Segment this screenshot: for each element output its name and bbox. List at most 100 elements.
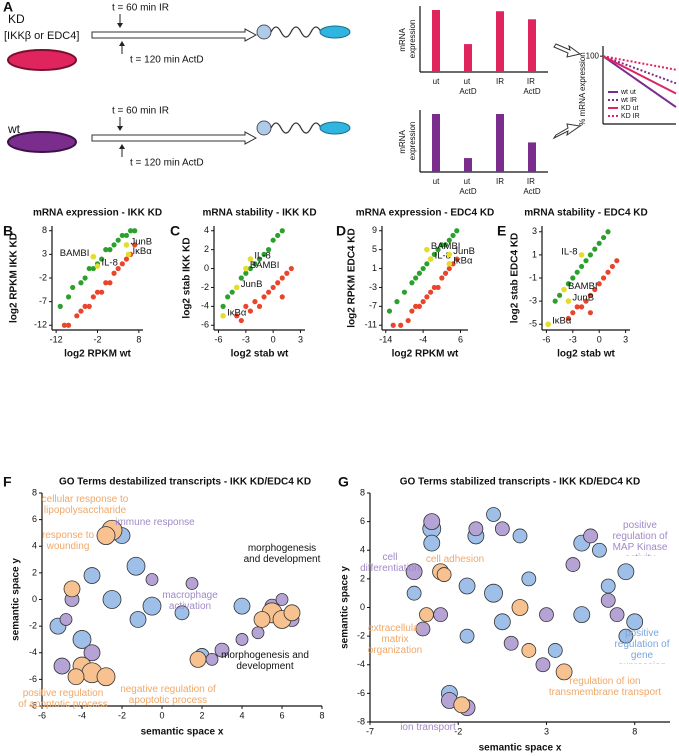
bubble: [453, 696, 471, 714]
bubble: [214, 642, 230, 658]
panel-title: mRNA expression - EDC4 KD: [356, 208, 495, 219]
point: [565, 315, 572, 322]
highlight-point: [247, 256, 254, 262]
point: [65, 322, 72, 328]
point: [587, 292, 594, 298]
series-line: [602, 55, 677, 95]
x-tick-label: -6: [38, 710, 46, 720]
bubble: [459, 628, 475, 644]
series-line: [602, 55, 677, 85]
annotation-box: response to wounding: [42, 530, 94, 552]
x-tick-label: 3: [623, 334, 628, 344]
bubble: [205, 653, 219, 666]
point: [424, 294, 430, 300]
x-axis-label: log2 RPKM wt: [392, 349, 459, 360]
point: [111, 242, 117, 248]
point: [252, 299, 258, 305]
point: [401, 289, 408, 295]
dish-kd: [7, 49, 77, 71]
x-tick-label: 0: [159, 710, 164, 720]
bubble: [235, 633, 249, 646]
gene-label: IL-8: [435, 251, 451, 262]
series-line: [602, 55, 677, 108]
point: [439, 275, 445, 281]
point: [420, 265, 426, 272]
point: [261, 251, 267, 257]
point: [275, 232, 281, 239]
y-tick-label: -8: [357, 716, 365, 726]
point: [132, 242, 138, 248]
annotation-box: regulation of ion transmembrane transpor…: [549, 676, 661, 698]
point: [78, 280, 84, 286]
category-label: ut: [433, 77, 440, 86]
y-tick-label: -6: [29, 674, 37, 684]
point: [442, 242, 449, 248]
x-tick-label: 0: [597, 334, 602, 344]
point: [557, 292, 563, 298]
point: [243, 270, 249, 276]
y-tick-label: -2: [29, 621, 37, 631]
point: [82, 303, 88, 309]
bubble: [185, 577, 199, 590]
y-tick-label: 0: [32, 594, 37, 604]
point: [587, 310, 594, 316]
go-term-label: morphogenesis and development: [221, 650, 309, 672]
point: [107, 247, 113, 253]
point: [86, 303, 92, 309]
y-tick-label: -5: [529, 319, 537, 329]
bubble: [253, 611, 271, 628]
bubble: [275, 593, 289, 606]
point: [132, 228, 138, 234]
y-tick-label: -2: [39, 272, 47, 282]
wt-label: wt: [7, 122, 21, 136]
x-tick-label: -14: [379, 334, 392, 344]
gene-label: BAMBI: [431, 241, 461, 252]
y-tick-label: 0: [204, 263, 209, 273]
point: [243, 303, 249, 309]
bubble: [503, 635, 519, 651]
x-axis-label: semantic space x: [479, 743, 562, 754]
highlight-point: [424, 246, 430, 253]
annotation-box: morphogenesis and development: [221, 650, 309, 672]
point: [266, 247, 272, 253]
annotation-box: positive regulation of MAP Kinase activi…: [612, 520, 667, 556]
point: [405, 317, 411, 324]
bubble: [583, 528, 598, 544]
point: [225, 294, 231, 300]
point: [428, 289, 434, 295]
point: [270, 237, 276, 243]
x-tick-label: -2: [93, 334, 101, 344]
point: [111, 270, 117, 276]
y-tick-label: -2: [201, 282, 209, 292]
bubble: [102, 590, 122, 609]
point: [279, 275, 285, 281]
panel-letter: F: [3, 474, 12, 490]
point: [279, 228, 285, 234]
point: [413, 275, 419, 281]
point: [435, 284, 441, 291]
point: [416, 270, 422, 276]
y-tick-label: -2: [357, 631, 365, 641]
bubble: [521, 571, 537, 587]
bar: [432, 114, 440, 172]
bubble: [415, 621, 431, 637]
series-line: [602, 55, 677, 71]
bubble: [189, 651, 207, 668]
point: [416, 303, 422, 309]
point: [74, 313, 80, 319]
y-tick-label: 0: [360, 602, 365, 612]
point: [601, 234, 607, 241]
bubble: [423, 513, 441, 531]
highlight-point: [545, 321, 551, 328]
point: [596, 240, 602, 246]
point: [220, 303, 226, 309]
point: [398, 322, 404, 328]
bubble: [83, 567, 101, 584]
gene-label: BAMBI: [250, 260, 280, 271]
point: [61, 322, 68, 328]
bubble: [174, 605, 190, 621]
highlight-point: [565, 298, 572, 304]
x-tick-label: -3: [569, 334, 577, 344]
y-tick-label: 1: [372, 263, 377, 273]
bubble: [96, 667, 116, 687]
